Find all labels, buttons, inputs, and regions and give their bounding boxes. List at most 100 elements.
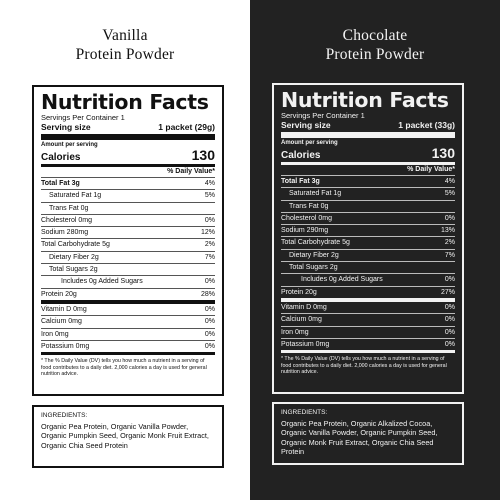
nutrient-label: Cholesterol 0mg [41, 216, 92, 224]
ingredients-box: INGREDIENTS: Organic Pea Protein, Organi… [32, 405, 224, 468]
nutrient-dv: 2% [204, 241, 215, 249]
product-title-line1: Chocolate [342, 27, 408, 44]
nutrient-label: Total Fat 3g [281, 178, 320, 185]
divider-thick [41, 299, 215, 304]
nutrient-row: Total Carbohydrate 5g 2% [41, 238, 215, 250]
nutrient-dv: 0% [204, 330, 215, 338]
nutrient-row: Total Carbohydrate 5g 2% [281, 236, 455, 248]
product-title-line1: Vanilla [102, 27, 148, 44]
nutrient-dv: 0% [204, 342, 215, 350]
serving-size-label: Serving size [41, 122, 91, 132]
nutrient-label: Dietary Fiber 2g [289, 251, 339, 259]
nutrient-dv: 4% [204, 180, 215, 187]
serving-size-row: Serving size 1 packet (33g) [281, 120, 455, 132]
nutrient-dv: 2% [444, 239, 455, 247]
product-title-line2: Protein Powder [325, 46, 425, 63]
nutrient-dv: 5% [204, 192, 215, 200]
amount-per-serving: Amount per serving [281, 140, 338, 146]
nutrient-row: Total Sugars 2g [41, 263, 215, 275]
calories-label: Calories [281, 150, 321, 161]
nutrient-label: Calcium 0mg [41, 318, 82, 326]
nutrient-dv: 28% [200, 290, 215, 298]
nutrient-row: Protein 20g 27% [281, 285, 455, 298]
nutrient-row: Cholesterol 0mg 0% [41, 213, 215, 226]
vanilla-column: Vanilla Protein Powder Nutrition Facts S… [32, 27, 224, 468]
nutrient-dv: 4% [444, 178, 455, 185]
nutrition-facts-panel: Nutrition Facts Servings Per Container 1… [32, 85, 224, 396]
nutrient-row: Includes 0g Added Sugars 0% [41, 275, 215, 287]
nutrient-label: Total Sugars 2g [49, 266, 98, 274]
ingredients-heading: INGREDIENTS: [41, 412, 88, 419]
nutrient-dv: 5% [444, 190, 455, 198]
serving-size-label: Serving size [281, 120, 331, 130]
nutrient-label: Dietary Fiber 2g [49, 253, 99, 261]
servings-per-container: Servings Per Container 1 [281, 111, 365, 120]
nutrient-label: Potassium 0mg [41, 342, 90, 350]
nutrient-label: Vitamin D 0mg [41, 305, 87, 313]
nutrition-facts-panel: Nutrition Facts Servings Per Container 1… [272, 83, 464, 394]
nutrition-facts-heading: Nutrition Facts [281, 88, 449, 112]
nutrient-label: Total Carbohydrate 5g [281, 239, 350, 247]
nutrient-row: Iron 0mg 0% [281, 325, 455, 338]
nutrient-label: Total Carbohydrate 5g [41, 241, 110, 249]
nutrition-facts-heading: Nutrition Facts [41, 90, 209, 114]
nutrient-dv: 13% [440, 227, 455, 235]
nutrient-row: Total Fat 3g 4% [281, 175, 455, 187]
daily-value-header: % Daily Value* [167, 168, 215, 175]
nutrient-dv: 0% [444, 328, 455, 336]
nutrient-label: Calcium 0mg [281, 316, 322, 324]
nutrient-label: Saturated Fat 1g [289, 190, 342, 198]
nutrient-label: Iron 0mg [41, 330, 69, 338]
nutrient-dv: 0% [204, 278, 215, 286]
nutrient-dv: 12% [200, 229, 215, 237]
nutrient-row: Calcium 0mg 0% [41, 315, 215, 327]
nutrient-label: Sodium 280mg [41, 229, 89, 237]
product-title: Chocolate Protein Powder [250, 26, 500, 64]
nutrient-row: Vitamin D 0mg 0% [281, 302, 455, 313]
nutrient-label: Includes 0g Added Sugars [61, 278, 143, 286]
nutrient-row: Cholesterol 0mg 0% [281, 211, 455, 224]
nutrient-label: Trans Fat 0g [49, 204, 89, 212]
calories-value: 130 [191, 147, 215, 163]
nutrient-dv: 0% [204, 305, 215, 313]
ingredients-text: Organic Pea Protein, Organic Vanilla Pow… [41, 422, 209, 450]
nutrient-row: Dietary Fiber 2g 7% [281, 248, 455, 261]
amount-per-serving: Amount per serving [41, 142, 98, 148]
nutrient-row: Saturated Fat 1g 5% [41, 189, 215, 201]
nutrient-dv: 0% [444, 303, 455, 311]
servings-per-container: Servings Per Container 1 [41, 113, 125, 122]
nutrient-row: Sodium 280mg 12% [41, 226, 215, 238]
serving-size-value: 1 packet (33g) [398, 120, 455, 130]
nutrient-label: Vitamin D 0mg [281, 303, 327, 311]
nutrient-label: Potassium 0mg [281, 340, 330, 348]
divider-medium [41, 164, 215, 167]
nutrient-dv: 0% [444, 316, 455, 324]
nutrient-dv: 0% [204, 318, 215, 326]
nutrient-dv: 7% [204, 253, 215, 261]
nutrient-label: Sodium 290mg [281, 227, 329, 235]
nutrient-label: Includes 0g Added Sugars [301, 276, 383, 284]
nutrient-label: Total Fat 3g [41, 180, 80, 187]
ingredients-heading: INGREDIENTS: [281, 409, 328, 416]
calories-label: Calories [41, 152, 81, 163]
nutrient-row: Trans Fat 0g [41, 201, 215, 214]
nutrient-row: Total Fat 3g 4% [41, 177, 215, 189]
nutrient-dv: 27% [440, 288, 455, 296]
divider-thick [41, 134, 215, 140]
nutrient-row: Total Sugars 2g [281, 261, 455, 273]
nutrient-dv: 0% [204, 216, 215, 224]
divider-thick [281, 132, 455, 138]
nutrient-row: Sodium 290mg 13% [281, 224, 455, 236]
nutrient-dv: 0% [444, 276, 455, 284]
nutrient-row: Trans Fat 0g [281, 199, 455, 212]
nutrient-dv: 0% [444, 340, 455, 348]
nutrient-dv: 7% [444, 251, 455, 259]
nutrient-row: Includes 0g Added Sugars 0% [281, 273, 455, 285]
nutrient-label: Trans Fat 0g [289, 202, 329, 210]
chocolate-column: Chocolate Protein Powder Nutrition Facts… [250, 0, 500, 500]
nutrient-row: Saturated Fat 1g 5% [281, 187, 455, 199]
nutrient-label: Protein 20g [41, 290, 77, 298]
nutrient-label: Saturated Fat 1g [49, 192, 102, 200]
calories-value: 130 [431, 145, 455, 161]
nutrient-row: Protein 20g 28% [41, 287, 215, 300]
